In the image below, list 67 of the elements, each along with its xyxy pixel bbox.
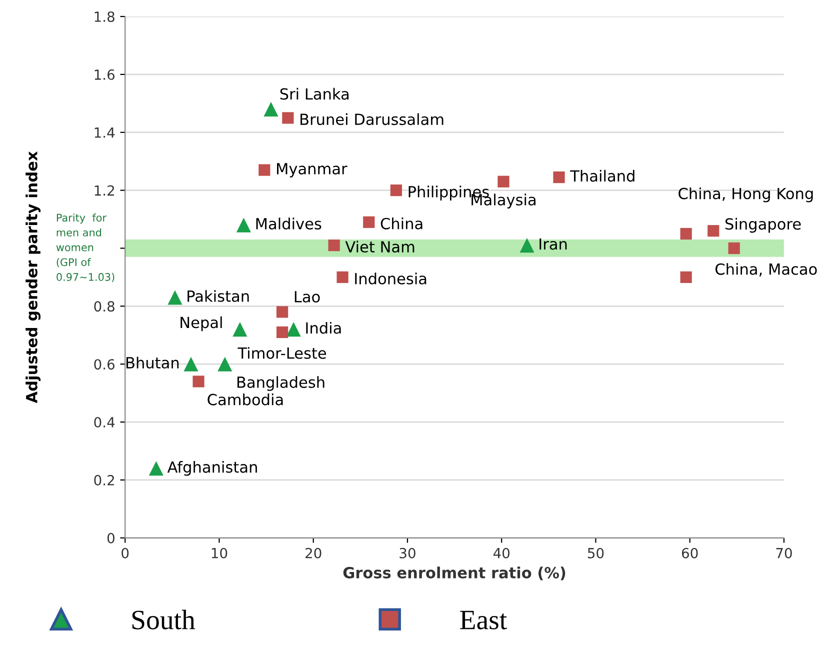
point: [236, 218, 251, 232]
annotation: Afghanistan: [167, 460, 257, 476]
point: [520, 238, 534, 253]
y-axis-title: Adjusted gender parity index: [26, 151, 41, 404]
annotation: China, Hong Kong: [678, 187, 813, 202]
annotation: Bangladesh: [237, 376, 324, 391]
y-tick-label: 0.4: [94, 417, 115, 428]
x-tick-label: 50: [588, 548, 604, 558]
point: [258, 164, 270, 176]
annotation: Viet Nam: [345, 240, 414, 253]
point: [708, 225, 720, 237]
y-tick-label: 0.6: [94, 359, 115, 370]
point: [282, 112, 294, 124]
y-tick-label: 1.8: [94, 11, 114, 22]
point: [232, 322, 248, 337]
annotation: Bhutan: [126, 356, 179, 369]
y-tick-label: 0.8: [94, 301, 114, 312]
y-tick-label: 0.2: [94, 474, 114, 486]
annotation: Maldives: [256, 218, 322, 230]
point: [264, 102, 278, 116]
point: [168, 290, 182, 305]
y-tick-label: 1.6: [94, 69, 115, 80]
annotation: Timor-Leste: [238, 347, 326, 359]
annotation: Brunei Darussalam: [300, 113, 444, 126]
point: [363, 216, 375, 228]
annotation: Pakistan: [188, 290, 249, 302]
point: [276, 306, 288, 318]
annotation: Singapore: [725, 218, 801, 233]
point: [328, 240, 340, 252]
x-tick-label: 20: [306, 548, 322, 558]
point: [148, 461, 164, 476]
annotation: Nepal: [180, 316, 222, 332]
point: [553, 171, 565, 184]
point: [218, 356, 232, 372]
point: [192, 376, 204, 388]
point: [184, 356, 198, 372]
point: [276, 326, 288, 338]
legend-label: East: [460, 610, 507, 630]
annotation: Lao: [294, 291, 320, 303]
annotation: Myanmar: [277, 163, 348, 178]
point: [680, 271, 692, 284]
annotation: China, Macao: [715, 263, 817, 276]
y-tick-label: 1.2: [94, 185, 114, 196]
point: [336, 271, 348, 284]
annotation: Thailand: [570, 170, 634, 182]
point: [680, 228, 692, 240]
annotation: Cambodia: [208, 394, 283, 406]
annotation: Indonesia: [355, 272, 426, 284]
x-tick-label: 30: [400, 548, 416, 558]
annotation: China: [380, 218, 422, 230]
x-tick-label: 0: [122, 548, 129, 558]
point: [498, 176, 510, 188]
x-axis-title: Gross enrolment ratio (%): [343, 566, 566, 580]
x-tick-label: 40: [493, 548, 510, 558]
annotation: India: [306, 322, 341, 334]
x-tick-label: 70: [776, 548, 792, 558]
legend-label: South: [132, 610, 196, 630]
y-tick-label: 1.4: [94, 128, 115, 138]
annotation: Iran: [540, 238, 567, 250]
point: [728, 242, 740, 254]
point: [390, 184, 402, 196]
x-tick-label: 10: [212, 548, 228, 558]
point: [286, 322, 301, 337]
x-tick-label: 60: [682, 548, 698, 558]
annotation: Sri Lanka: [280, 88, 349, 100]
band-label: Parity for men and women (GPI of 0.97~1.03): [56, 214, 114, 282]
y-tick-label: 0: [107, 532, 114, 544]
